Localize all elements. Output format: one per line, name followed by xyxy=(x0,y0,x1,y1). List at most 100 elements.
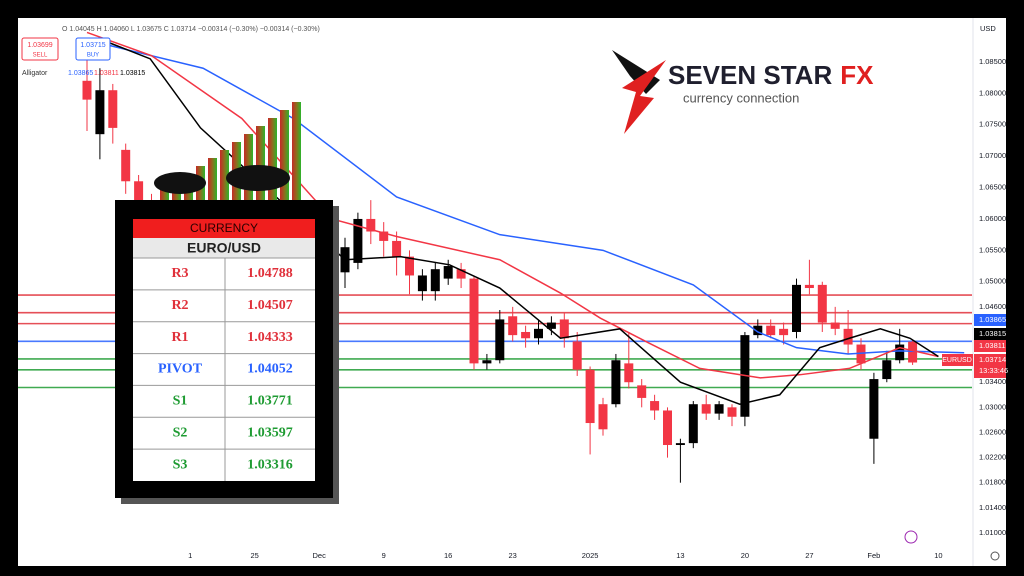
symbol-label: EURUSD xyxy=(942,357,972,364)
candle-body xyxy=(701,404,711,414)
table-row-label: R1 xyxy=(171,330,188,345)
candle-body xyxy=(482,360,492,364)
candle-body xyxy=(675,443,685,446)
y-tick-label: 1.08500 xyxy=(979,57,1006,66)
candle-body xyxy=(456,269,466,279)
y-tick-label: 1.07000 xyxy=(979,151,1006,160)
table-pair-bg xyxy=(133,238,315,258)
candle-body xyxy=(121,149,131,182)
candle-body xyxy=(817,284,827,323)
candle-body xyxy=(134,181,144,201)
price-label: 1.03815 xyxy=(979,329,1006,338)
table-body xyxy=(133,219,315,481)
candle-body xyxy=(766,325,776,336)
y-tick-label: 1.04600 xyxy=(979,302,1006,311)
table-row-label: R3 xyxy=(171,266,188,281)
y-tick-label: 1.02200 xyxy=(979,453,1006,462)
candle-body xyxy=(792,284,801,332)
x-tick-label: 16 xyxy=(444,551,452,560)
table-row-label: R2 xyxy=(171,298,188,313)
candle-body xyxy=(843,328,853,345)
x-tick-label: 9 xyxy=(382,551,386,560)
candle-body xyxy=(417,275,427,292)
logo-name-text: SEVEN STAR xyxy=(668,60,832,90)
indicator-value: 1.03815 xyxy=(120,70,145,77)
candle-body xyxy=(804,284,814,289)
logo-name: SEVEN STAR FX xyxy=(668,60,874,90)
buy-price: 1.03715 xyxy=(80,42,105,49)
price-label: 1.03865 xyxy=(979,315,1006,324)
deco-bar xyxy=(268,118,277,200)
table-row-label: PIVOT xyxy=(158,362,203,377)
candle-body xyxy=(830,322,840,329)
deco-bar xyxy=(208,158,217,200)
y-tick-label: 1.01400 xyxy=(979,503,1006,512)
candle-body xyxy=(405,256,414,276)
y-tick-label: 1.03000 xyxy=(979,402,1006,411)
table-pair: EURO/USD xyxy=(187,240,261,256)
table-row-value: 1.04052 xyxy=(247,362,293,377)
table-header: CURRENCY xyxy=(190,221,258,235)
price-label: 1.03714 xyxy=(979,355,1006,364)
indicator-line xyxy=(99,42,965,355)
candle-body xyxy=(611,360,621,405)
indicator-name: Alligator xyxy=(22,70,48,77)
table-row-label: S1 xyxy=(173,394,188,409)
bear-silhouette xyxy=(154,172,206,194)
candle-body xyxy=(779,328,789,336)
table-header-bg xyxy=(133,219,315,238)
deco-bar xyxy=(280,110,289,200)
candle-body xyxy=(95,90,105,135)
y-tick-label: 1.03400 xyxy=(979,377,1006,386)
candle-body xyxy=(856,344,866,364)
candle-body xyxy=(895,344,905,361)
logo-star-red xyxy=(622,60,666,134)
y-tick-label: 1.07500 xyxy=(979,120,1006,129)
table-row-value: 1.04507 xyxy=(247,298,293,313)
price-label-box xyxy=(974,328,1006,340)
candle-body xyxy=(521,331,531,339)
candle-body xyxy=(663,410,672,446)
candle-body xyxy=(430,269,440,292)
candle-body xyxy=(392,240,402,257)
price-label-box xyxy=(974,314,1006,326)
y-tick-label: 1.06000 xyxy=(979,214,1006,223)
table-row-value: 1.03316 xyxy=(247,457,293,472)
y-tick-label: 1.06500 xyxy=(979,183,1006,192)
candle-body xyxy=(650,401,660,411)
candle-body xyxy=(495,319,505,361)
x-tick-label: Feb xyxy=(867,551,880,560)
candle-body xyxy=(559,319,569,339)
candle-body xyxy=(108,90,118,128)
price-label: 1.03811 xyxy=(979,341,1006,350)
candle-body xyxy=(727,407,737,417)
candle-body xyxy=(714,404,724,414)
countdown: 13:33:46 xyxy=(979,366,1008,375)
candle-body xyxy=(882,360,892,380)
buy-label: BUY xyxy=(87,53,99,59)
decoration xyxy=(154,102,301,200)
symbol-box xyxy=(942,354,973,366)
overlay: 1.08500 1.08000 1.07500 1.07000 1.06500 1.060… xyxy=(21,24,1008,561)
candle-body xyxy=(688,404,698,444)
table-row-value: 1.04333 xyxy=(247,330,293,345)
y-tick-label: 1.05500 xyxy=(979,245,1006,254)
logo-tagline: currency connection xyxy=(683,90,799,105)
x-tick-label: 2025 xyxy=(582,551,599,560)
sell-label: SELL xyxy=(33,53,48,59)
candle-body xyxy=(624,363,634,383)
x-tick-label: 20 xyxy=(741,551,749,560)
deco-bar xyxy=(256,126,265,200)
x-tick-label: 10 xyxy=(934,551,942,560)
y-tick-label: 1.05000 xyxy=(979,277,1006,286)
sell-price: 1.03699 xyxy=(27,42,52,49)
settings-icon xyxy=(990,551,1000,561)
candle-body xyxy=(753,325,763,336)
price-label-box xyxy=(974,354,1006,378)
candle-body xyxy=(869,379,879,439)
candle-body xyxy=(598,404,608,430)
sell-box xyxy=(21,37,59,61)
bull-silhouette xyxy=(226,165,290,191)
